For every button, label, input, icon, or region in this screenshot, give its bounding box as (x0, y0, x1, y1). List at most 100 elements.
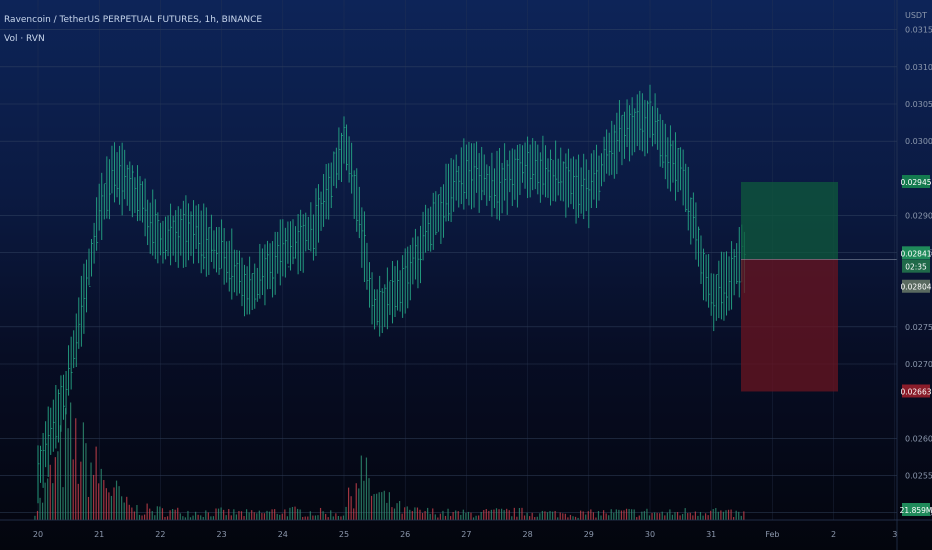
volume-bar (444, 515, 447, 520)
stop-secondary-tag-bg (902, 384, 930, 398)
volume-bar (138, 514, 141, 520)
volume-bar (87, 496, 90, 520)
volume-bar (554, 510, 556, 520)
volume-bar (679, 515, 681, 520)
volume-bar (179, 513, 181, 520)
volume-bar (447, 508, 449, 520)
volume-bar (136, 505, 138, 520)
volume-bar (602, 510, 605, 520)
volume-bar (360, 455, 362, 520)
volume-bar (149, 508, 151, 520)
volume-bar (261, 513, 263, 520)
x-tick-label: Feb (765, 530, 779, 539)
volume-bar (220, 507, 222, 520)
volume-bar (294, 506, 296, 520)
volume-bar (401, 513, 403, 520)
volume-bar (488, 510, 490, 520)
volume-bar (720, 510, 722, 520)
volume-bar (623, 510, 625, 520)
volume-bar (727, 509, 730, 520)
volume-bar (429, 513, 431, 520)
volume-bar (215, 508, 217, 520)
volume-bar (64, 408, 67, 520)
price-unit-label: USDT (905, 11, 927, 20)
volume-bar (498, 509, 500, 520)
volume-bar (671, 514, 674, 520)
y-tick-label: 0.02550 (905, 471, 932, 480)
volume-bar (648, 515, 651, 520)
volume-bar (108, 492, 110, 520)
volume-bar (337, 515, 339, 520)
volume-bar (613, 512, 615, 520)
volume-bar (590, 509, 592, 520)
volume-bar (90, 462, 92, 520)
volume-bar (717, 511, 719, 520)
volume-bar (228, 509, 230, 520)
volume-bar (699, 511, 702, 520)
volume-bar (485, 509, 487, 520)
volume-bar (544, 511, 546, 520)
x-tick-label: 22 (155, 530, 165, 539)
volume-bar (608, 515, 610, 520)
volume-bar (128, 504, 130, 520)
x-tick-label: 30 (645, 530, 655, 539)
volume-bar (694, 511, 696, 520)
volume-bar (177, 507, 179, 520)
volume-bar (480, 511, 482, 520)
volume-bar (345, 506, 347, 520)
volume-bar (143, 514, 146, 520)
volume-bar (386, 502, 388, 520)
volume-bar (376, 493, 378, 520)
volume-bar (633, 509, 635, 520)
volume-bar (618, 509, 620, 520)
volume-bar (34, 515, 36, 520)
volume-bar (687, 513, 689, 520)
volume-bar (682, 513, 684, 520)
volume-bar (424, 511, 426, 520)
volume-bar (551, 511, 554, 520)
volume-bar (100, 468, 102, 520)
volume-bar (697, 515, 699, 520)
volume-bar (549, 510, 551, 520)
position-loss-zone (741, 259, 838, 392)
volume-bar (251, 510, 253, 520)
volume-bar (396, 503, 398, 520)
volume-bar (307, 516, 309, 520)
volume-bar (432, 508, 434, 520)
volume-bar (569, 514, 572, 520)
volume-bar (103, 480, 105, 520)
volume-bar (212, 516, 215, 520)
volume-bar (620, 510, 623, 520)
volume-bar (529, 516, 531, 520)
volume-bar (194, 511, 197, 520)
volume-bar (526, 512, 528, 520)
volume-bar (358, 488, 360, 520)
volume-bar (582, 511, 584, 520)
volume-bar (200, 515, 202, 520)
volume-bar (572, 516, 574, 520)
volume-bar (638, 515, 640, 520)
volume-bar (299, 509, 301, 520)
volume-bar (350, 496, 352, 520)
volume-bar (539, 513, 541, 520)
volume-bar (470, 512, 472, 520)
volume-bar (712, 509, 714, 520)
volume-bar (643, 511, 645, 520)
volume-bar (495, 508, 498, 520)
volume-bar (207, 512, 209, 520)
volume-bar (692, 515, 694, 520)
x-tick-label: 31 (706, 530, 716, 539)
volume-bar (314, 515, 317, 520)
volume-bar (378, 492, 380, 520)
volume-bar (467, 511, 470, 520)
volume-bar (110, 495, 113, 520)
volume-bar (577, 517, 579, 520)
entry-price-tag-bg (902, 246, 930, 260)
volume-bar (580, 510, 582, 520)
volume-bar (256, 513, 258, 520)
volume-bar (54, 457, 56, 520)
x-tick-label: 26 (400, 530, 410, 539)
